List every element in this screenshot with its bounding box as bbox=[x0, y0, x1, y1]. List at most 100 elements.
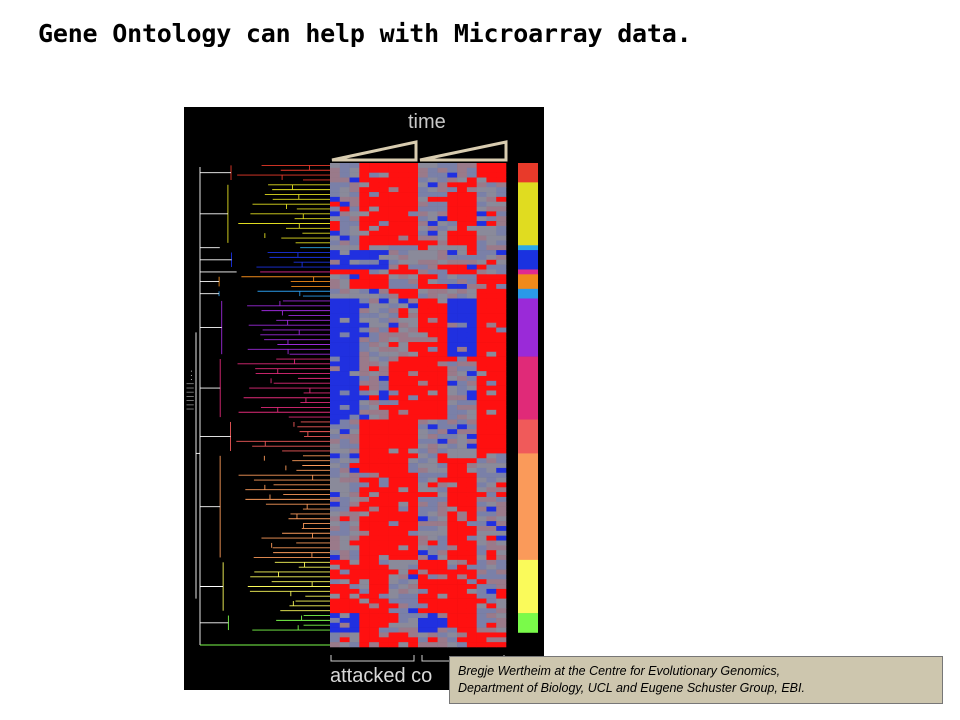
heatmap-cell bbox=[418, 405, 429, 411]
heatmap-cell bbox=[466, 559, 477, 566]
heatmap-cell bbox=[418, 254, 429, 261]
heatmap-cell bbox=[369, 303, 380, 309]
heatmap-cell bbox=[330, 608, 341, 614]
heatmap-cell bbox=[330, 284, 341, 290]
heatmap-cell bbox=[369, 477, 380, 483]
heatmap-cell bbox=[408, 453, 419, 459]
heatmap-cell bbox=[437, 264, 448, 270]
heatmap-cell bbox=[359, 308, 370, 314]
heatmap-cell bbox=[457, 235, 468, 241]
heatmap-cell bbox=[447, 593, 458, 599]
heatmap-cell bbox=[496, 501, 507, 507]
heatmap-cell bbox=[496, 385, 507, 391]
heatmap-cell bbox=[457, 240, 468, 246]
heatmap-cell bbox=[369, 395, 380, 401]
heatmap-cell bbox=[330, 448, 341, 454]
heatmap-cell bbox=[330, 555, 341, 561]
heatmap-cell bbox=[359, 390, 370, 396]
heatmap-cell bbox=[359, 574, 370, 580]
heatmap-cell bbox=[418, 351, 429, 357]
heatmap-cell bbox=[486, 501, 497, 507]
heatmap-cell bbox=[496, 642, 507, 648]
heatmap-cell bbox=[437, 196, 448, 203]
heatmap-cell bbox=[457, 593, 468, 599]
heatmap-cell bbox=[418, 559, 429, 566]
heatmap-cell bbox=[427, 337, 438, 343]
heatmap-cell bbox=[398, 579, 409, 585]
heatmap-cell bbox=[330, 569, 341, 575]
heatmap-cell bbox=[437, 477, 448, 483]
heatmap-cell bbox=[437, 206, 448, 212]
heatmap-cell bbox=[486, 487, 497, 493]
heatmap-cell bbox=[496, 332, 507, 338]
heatmap-cell bbox=[359, 274, 370, 280]
heatmap-cell bbox=[388, 216, 399, 222]
heatmap-cell bbox=[349, 463, 360, 469]
heatmap-cell bbox=[359, 622, 370, 628]
heatmap-cell bbox=[359, 264, 370, 270]
heatmap-cell bbox=[330, 540, 341, 546]
heatmap-cell bbox=[457, 225, 468, 232]
heatmap-cell bbox=[349, 453, 360, 459]
heatmap-cell bbox=[388, 308, 399, 314]
heatmap-cell bbox=[388, 284, 399, 290]
heatmap-cell bbox=[466, 637, 477, 643]
heatmap-cell bbox=[437, 438, 448, 445]
heatmap-cell bbox=[476, 361, 487, 367]
heatmap-cell bbox=[378, 245, 389, 251]
heatmap-cell bbox=[378, 487, 389, 493]
heatmap-cell bbox=[437, 453, 448, 459]
heatmap-cell bbox=[339, 526, 350, 532]
heatmap-cell bbox=[457, 313, 468, 319]
heatmap-cell bbox=[388, 559, 399, 566]
heatmap-cell bbox=[437, 284, 448, 290]
heatmap-cell bbox=[496, 574, 507, 580]
heatmap-cell bbox=[486, 269, 497, 275]
heatmap-cell bbox=[339, 598, 350, 604]
heatmap-cell bbox=[466, 177, 477, 183]
heatmap-cell bbox=[359, 448, 370, 454]
heatmap-cell bbox=[496, 279, 507, 285]
heatmap-cell bbox=[388, 303, 399, 309]
heatmap-cell bbox=[476, 201, 487, 207]
heatmap-cell bbox=[349, 555, 360, 561]
heatmap-cell bbox=[466, 385, 477, 391]
heatmap-cell bbox=[408, 617, 419, 624]
heatmap-cell bbox=[496, 603, 507, 609]
heatmap-cell bbox=[369, 511, 380, 517]
heatmap-cell bbox=[457, 346, 468, 353]
heatmap-cell bbox=[359, 235, 370, 241]
heatmap-cell bbox=[447, 448, 458, 454]
heatmap-cell bbox=[408, 526, 419, 532]
heatmap-cell bbox=[339, 250, 350, 256]
heatmap-cell bbox=[388, 327, 399, 333]
heatmap-cell bbox=[466, 453, 477, 459]
heatmap-cell bbox=[486, 211, 497, 217]
heatmap-cell bbox=[408, 603, 419, 609]
heatmap-cell bbox=[437, 511, 448, 517]
heatmap-cell bbox=[486, 448, 497, 454]
heatmap-cell bbox=[369, 598, 380, 604]
heatmap-cell bbox=[330, 279, 341, 285]
heatmap-cell bbox=[466, 284, 477, 290]
heatmap-cell bbox=[339, 530, 350, 536]
heatmap-cell bbox=[369, 637, 380, 643]
heatmap-cell bbox=[398, 477, 409, 483]
heatmap-cell bbox=[496, 564, 507, 570]
heatmap-cell bbox=[466, 196, 477, 203]
heatmap-cell bbox=[457, 182, 468, 188]
heatmap-cell bbox=[447, 482, 458, 488]
heatmap-cell bbox=[486, 443, 497, 449]
heatmap-cell bbox=[447, 419, 458, 425]
heatmap-cell bbox=[339, 400, 350, 406]
heatmap-cell bbox=[496, 327, 507, 333]
heatmap-cell bbox=[349, 550, 360, 556]
heatmap-cell bbox=[349, 250, 360, 256]
heatmap-cell bbox=[486, 405, 497, 411]
heatmap-cell bbox=[398, 206, 409, 212]
heatmap-cell bbox=[496, 593, 507, 599]
heatmap-cell bbox=[496, 371, 507, 377]
heatmap-cell bbox=[486, 177, 497, 183]
heatmap-cell bbox=[388, 477, 399, 483]
heatmap-cell bbox=[388, 371, 399, 377]
